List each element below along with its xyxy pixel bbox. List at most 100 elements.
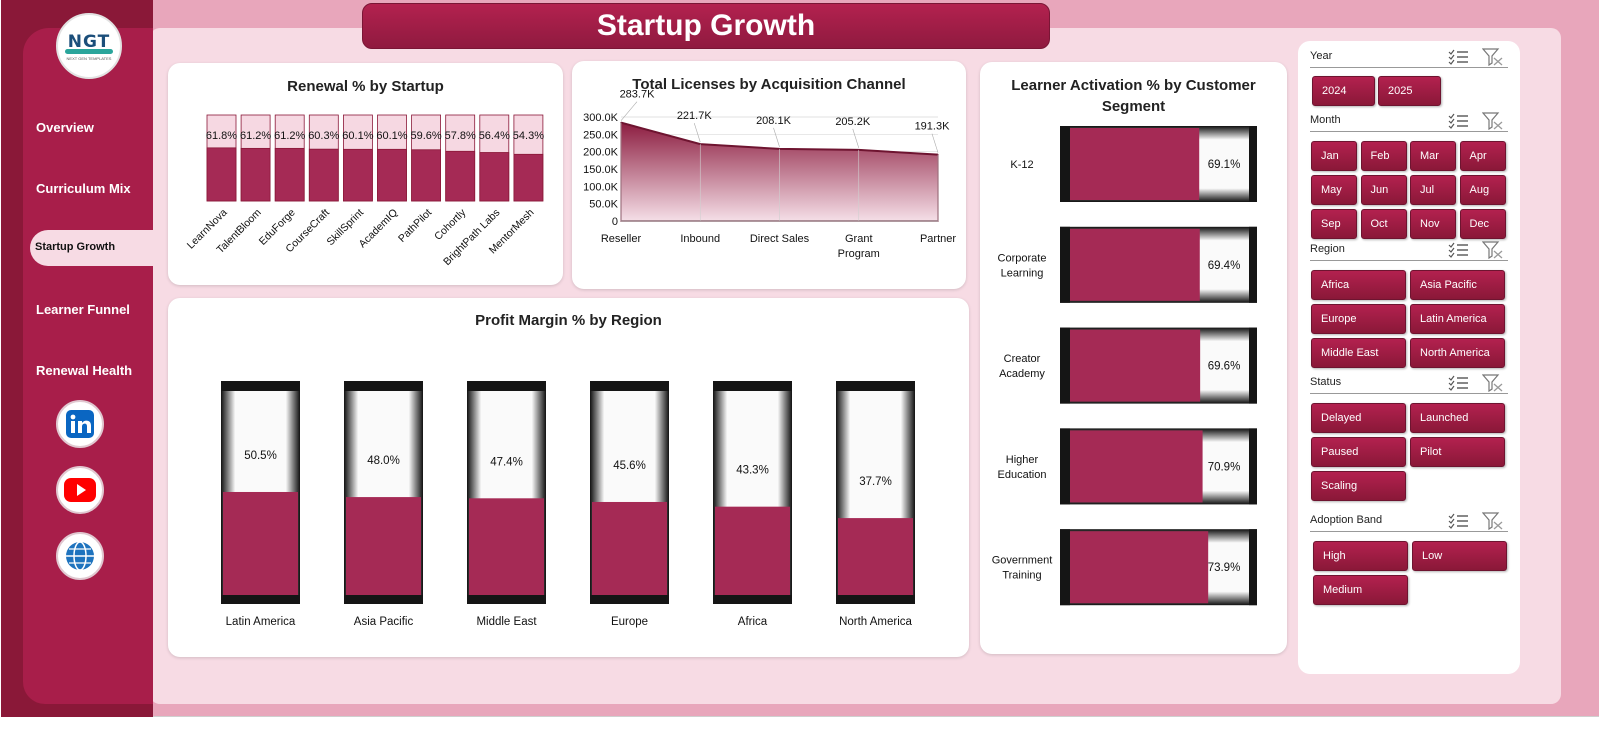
licenses-data-label: 191.3K xyxy=(915,121,951,133)
licenses-category-label: Program xyxy=(838,248,880,260)
linkedin-icon[interactable] xyxy=(56,400,104,448)
renewal-data-label: 61.8% xyxy=(206,130,237,142)
region-option-middle-east[interactable]: Middle East xyxy=(1311,338,1406,368)
month-option-jul[interactable]: Jul xyxy=(1410,175,1456,205)
activation-category-label: Learning xyxy=(1001,267,1044,279)
year-slicer-title: Year xyxy=(1310,50,1333,62)
renewal-data-label: 59.6% xyxy=(410,130,441,142)
profit-category-label: Middle East xyxy=(476,616,537,628)
renewal-bar xyxy=(240,147,271,202)
activation-bar-cap xyxy=(1060,428,1070,505)
profit-data-label: 50.5% xyxy=(244,450,277,462)
region-option-europe[interactable]: Europe xyxy=(1311,304,1406,334)
activation-category-label: K-12 xyxy=(1010,159,1033,171)
month-option-oct[interactable]: Oct xyxy=(1360,209,1407,239)
year-option-2025[interactable]: 2025 xyxy=(1378,76,1441,106)
profit-data-label: 47.4% xyxy=(490,456,523,468)
activation-bar-end xyxy=(1249,226,1257,303)
clear-filter-icon[interactable] xyxy=(1481,112,1504,135)
activation-bar-cap xyxy=(1060,327,1070,404)
region-option-latin-america[interactable]: Latin America xyxy=(1410,304,1505,334)
licenses-ytick-label: 300.0K xyxy=(583,112,619,124)
page-title: Startup Growth xyxy=(596,9,816,42)
region-option-asia-pacific[interactable]: Asia Pacific xyxy=(1410,270,1505,300)
renewal-chart-title: Renewal % by Startup xyxy=(287,78,444,95)
adoption-band-option-high[interactable]: High xyxy=(1313,541,1408,571)
month-option-sep[interactable]: Sep xyxy=(1311,209,1357,239)
status-slicer-header: Status xyxy=(1310,373,1508,394)
profit-bar-cap xyxy=(713,381,792,391)
licenses-data-label: 283.7K xyxy=(620,89,656,101)
licenses-category-label: Grant xyxy=(845,233,873,245)
adoption-band-option-low[interactable]: Low xyxy=(1412,541,1507,571)
year-option-2024[interactable]: 2024 xyxy=(1312,76,1375,106)
licenses-category-label: Partner xyxy=(920,233,956,245)
region-option-north-america[interactable]: North America xyxy=(1410,338,1505,368)
month-option-may[interactable]: May xyxy=(1311,175,1357,205)
activation-data-label: 69.1% xyxy=(1208,159,1241,171)
renewal-bar xyxy=(274,147,305,202)
licenses-data-label: 221.7K xyxy=(677,110,713,122)
profit-bar-cap xyxy=(221,381,300,391)
month-option-nov[interactable]: Nov xyxy=(1410,209,1456,239)
month-option-mar[interactable]: Mar xyxy=(1410,141,1456,171)
month-option-aug[interactable]: Aug xyxy=(1459,175,1506,205)
profit-category-label: North America xyxy=(839,616,912,628)
activation-bar-end xyxy=(1249,126,1257,202)
activation-panel: Learner Activation % by Customer Segment… xyxy=(980,62,1287,654)
nav-learner-funnel[interactable]: Learner Funnel xyxy=(36,302,130,317)
status-option-pilot[interactable]: Pilot xyxy=(1410,437,1505,467)
licenses-ytick-label: 150.0K xyxy=(583,164,619,176)
profit-bar-base xyxy=(836,595,915,604)
licenses-ytick-label: 250.0K xyxy=(583,129,619,141)
multi-select-icon[interactable] xyxy=(1448,374,1470,397)
region-option-africa[interactable]: Africa xyxy=(1311,270,1406,300)
month-option-dec[interactable]: Dec xyxy=(1459,209,1506,239)
globe-icon[interactable] xyxy=(56,532,104,580)
region-slicer-title: Region xyxy=(1310,243,1345,255)
status-option-launched[interactable]: Launched xyxy=(1410,403,1505,433)
renewal-data-label: 54.3% xyxy=(513,130,544,142)
licenses-ytick-label: 50.0K xyxy=(589,199,618,211)
clear-filter-icon[interactable] xyxy=(1481,48,1504,71)
region-slicer-header: Region xyxy=(1310,240,1508,261)
activation-category-label: Academy xyxy=(999,368,1045,380)
logo-subtitle: NEXT GEN TEMPLATES xyxy=(66,55,112,61)
month-option-apr[interactable]: Apr xyxy=(1459,141,1506,171)
multi-select-icon[interactable] xyxy=(1448,241,1470,264)
multi-select-icon[interactable] xyxy=(1448,48,1470,71)
activation-bar-end xyxy=(1249,327,1257,404)
month-option-feb[interactable]: Feb xyxy=(1360,141,1407,171)
renewal-data-label: 60.1% xyxy=(342,130,373,142)
multi-select-icon[interactable] xyxy=(1448,112,1470,135)
activation-data-label: 69.6% xyxy=(1208,361,1241,373)
adoption-band-option-medium[interactable]: Medium xyxy=(1313,575,1408,605)
multi-select-icon[interactable] xyxy=(1448,512,1470,535)
licenses-ytick-label: 200.0K xyxy=(583,147,619,159)
clear-filter-icon[interactable] xyxy=(1481,374,1504,397)
nav-curriculum-mix[interactable]: Curriculum Mix xyxy=(36,181,131,196)
profit-bar-cap xyxy=(467,381,546,391)
nav-startup-growth[interactable]: Startup Growth xyxy=(30,230,170,266)
renewal-bar xyxy=(206,147,237,202)
activation-chart: 69.1% K-12 69.4% Corporate Learning 69.6% Crea… xyxy=(992,126,1257,606)
profit-category-label: Africa xyxy=(738,616,768,628)
month-slicer-header: Month xyxy=(1310,111,1508,132)
renewal-bar xyxy=(308,148,339,202)
clear-filter-icon[interactable] xyxy=(1481,512,1504,535)
nav-renewal-health[interactable]: Renewal Health xyxy=(36,363,133,378)
renewal-data-label: 57.8% xyxy=(445,130,476,142)
licenses-data-label: 208.1K xyxy=(756,115,792,127)
status-option-delayed[interactable]: Delayed xyxy=(1311,403,1406,433)
month-option-jan[interactable]: Jan xyxy=(1311,141,1357,171)
renewal-category-label: PathPilot xyxy=(396,207,434,245)
youtube-icon[interactable] xyxy=(56,466,104,514)
status-option-scaling[interactable]: Scaling xyxy=(1311,471,1406,501)
status-option-paused[interactable]: Paused xyxy=(1311,437,1406,467)
month-option-jun[interactable]: Jun xyxy=(1360,175,1407,205)
renewal-bar xyxy=(513,153,544,202)
clear-filter-icon[interactable] xyxy=(1481,241,1504,264)
nav-overview[interactable]: Overview xyxy=(36,120,94,135)
renewal-data-label: 60.1% xyxy=(376,130,407,142)
profit-bar-base xyxy=(590,595,669,604)
